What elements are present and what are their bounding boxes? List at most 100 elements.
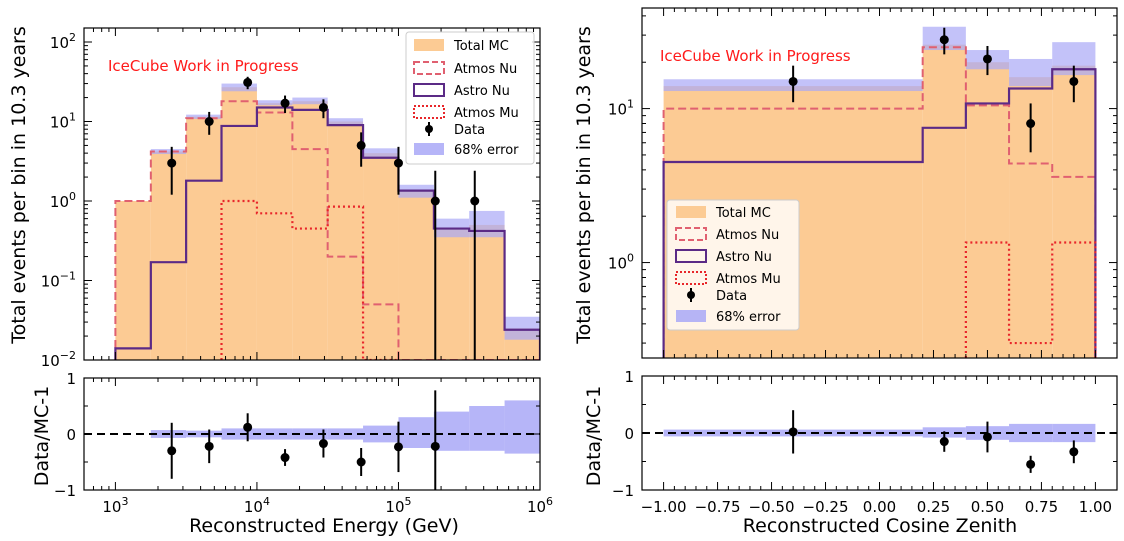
right-ratio-ytick-label: 1 [624,368,634,386]
right-total-mc-bar [965,62,1010,358]
right-y-axis-label: Total events per bin in 10.3 years [573,26,595,344]
left-xtick-label-exp: 6 [546,495,553,508]
right-ratio-content [642,410,1117,473]
left-watermark: IceCube Work in Progress [108,57,299,75]
right-data-point [788,76,798,86]
left-atmos-mu-line [220,199,399,360]
left-total-mc-bar [327,121,364,360]
left-data-point [470,196,480,206]
left-ratio-ytick-label: −1 [54,482,76,500]
left-legend-total-mc-swatch [414,39,444,51]
right-legend-data-marker [687,291,695,299]
right-error-band [1009,58,1053,87]
right-ratio-point [1026,459,1036,469]
right-ratio-ytick-label: −1 [612,482,634,500]
right-ratio-point [939,437,949,447]
right-xtick-label: 0.25 [917,498,950,516]
right-atmos-mu-line [964,241,1097,358]
left-ratio-ytick-label: 0 [66,426,76,444]
left-total-mc-bar [433,228,470,360]
left-legend-astro-nu: Astro Nu [454,84,510,99]
right-legend-total-mc: Total MC [715,206,771,221]
left-legend-frame [405,31,535,165]
right-legend-atmos-mu-swatch [675,271,707,285]
right-data-point [982,54,992,64]
left-ratio-point [430,441,440,451]
left-ratio-band [433,411,470,451]
left-legend-total-mc: Total MC [453,39,509,54]
left-ratio-band [221,428,257,440]
left-error-band [327,118,364,126]
left-ytick-label-exp: 1 [69,110,76,123]
left-ytick-label: 10−2 [41,349,76,370]
left-total-mc-bar [292,101,328,360]
right-legend-atmos-mu: Atmos Mu [716,272,781,287]
left-xtick-label-base: 10 [102,498,121,516]
right-total-mc-bar [922,44,966,358]
right-ratio-point [1069,447,1079,457]
left-ratio-band [504,400,540,454]
left-error-band [504,316,540,340]
right-legend-astro-nu-swatch [675,249,707,263]
right-ratio-point [982,432,992,442]
left-ytick-label-base: 10 [41,272,60,290]
left-ratio-y-axis-label: Data/MC-1 [31,386,53,486]
right-xtick-label: −0.50 [749,498,795,516]
right-xtick-label: 0.75 [1025,498,1058,516]
right-xtick-label: −0.25 [803,498,849,516]
left-data-point [243,77,253,87]
right-ytick-label: 100 [608,252,634,273]
right-ytick-label-exp: 0 [627,252,634,265]
right-data-point [1026,119,1036,129]
right-legend-atmos-nu-swatch [675,227,707,241]
left-xtick-label: 104 [244,495,270,516]
left-ytick-label-exp: 2 [69,31,76,44]
left-total-mc-bar [150,151,187,360]
left-legend-error-swatch [414,143,444,155]
left-legend-data-marker [425,125,433,133]
left-total-mc-bar [221,87,257,360]
left-main-frame [83,27,541,361]
right-ytick-label: 101 [608,98,634,119]
left-ratio-point [393,442,403,452]
left-astro-nu-line [114,106,540,360]
right-astro-nu-line [662,68,1097,358]
left-y-axis-label: Total events per bin in 10.3 years [8,26,30,344]
left-error-band [292,97,328,105]
left-data-point [318,103,328,113]
right-xtick-label: −0.75 [695,498,741,516]
right-total-mc-bar [1052,65,1096,358]
left-ratio-point [167,446,177,456]
left-legend-atmos-nu: Atmos Nu [454,62,517,77]
right-ratio-plot: 1 0 −1 −1.00 −0.75 −0.50 −0.25 0.00 0.25 0.50 0.75… [612,368,1118,516]
left-xtick-label: 105 [385,495,411,516]
left-total-mc-bar [363,153,399,360]
left-data-point [280,98,290,108]
right-data-point [939,35,949,45]
right-ratio-band [1009,423,1053,443]
right-legend-data: Data [716,289,747,304]
left-ratio-point [318,439,328,449]
right-xtick-label: 1.00 [1079,498,1112,516]
left-main-content [114,76,540,360]
left-error-band [186,114,222,119]
left-ytick-label: 10−1 [41,269,76,290]
left-total-mc-bar [186,116,222,360]
right-ratio-point [788,427,798,437]
left-legend: Total MC Atmos Nu Astro Nu Atmos Mu Data… [405,31,535,165]
left-data-point [430,196,440,206]
left-legend-atmos-mu-swatch [413,105,445,119]
right-legend-atmos-nu: Atmos Nu [716,228,779,243]
left-ytick-label-base: 10 [41,352,60,370]
right-ytick-label-base: 10 [608,101,627,119]
left-error-band [221,83,257,92]
left-ratio-ytick-label: 1 [66,370,76,388]
right-legend-total-mc-swatch [676,206,706,218]
left-ratio-content [84,390,540,490]
left-data-point [204,116,214,126]
left-data-point [393,158,403,168]
